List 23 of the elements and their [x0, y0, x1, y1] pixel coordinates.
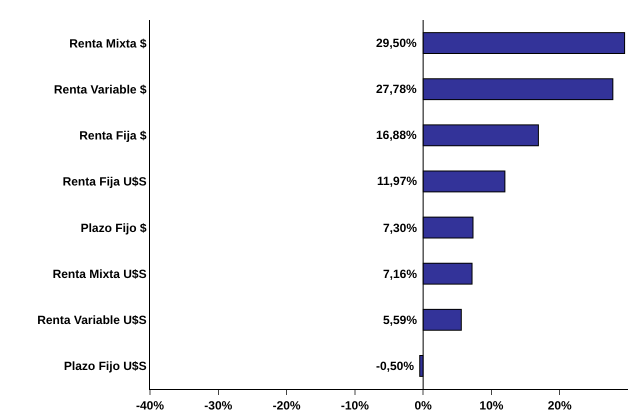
data-label: 16,88% — [376, 128, 418, 142]
data-label: -0,50% — [376, 359, 414, 373]
x-tick-label: 10% — [479, 398, 504, 412]
y-tick-label: Renta Variable $ — [54, 82, 147, 96]
data-label: 5,59% — [383, 313, 418, 327]
y-tick-label: Plazo Fijo $ — [80, 220, 147, 235]
data-label: 7,30% — [383, 221, 418, 235]
y-tick-label: Renta Fija $ — [79, 128, 147, 143]
data-label: 27,78% — [376, 82, 418, 96]
x-tick-label: -40% — [136, 398, 164, 412]
y-tick-label: Renta Fija U$S — [62, 174, 147, 189]
data-label: 11,97% — [377, 174, 418, 188]
x-tick-label: -30% — [204, 398, 233, 412]
data-label: 29,50% — [376, 36, 418, 50]
y-tick-label: Plazo Fijo U$S — [64, 359, 147, 374]
y-tick-label: Renta Mixta U$S — [52, 266, 147, 281]
x-tick-label: -20% — [272, 398, 301, 412]
data-label: 7,16% — [383, 267, 418, 281]
x-tick-label: 0% — [414, 398, 432, 412]
y-tick-label: Renta Mixta $ — [69, 36, 147, 50]
x-tick-label: -10% — [340, 398, 370, 412]
x-tick-label: 20% — [548, 398, 572, 412]
y-tick-label: Renta Variable U$S — [37, 313, 147, 328]
